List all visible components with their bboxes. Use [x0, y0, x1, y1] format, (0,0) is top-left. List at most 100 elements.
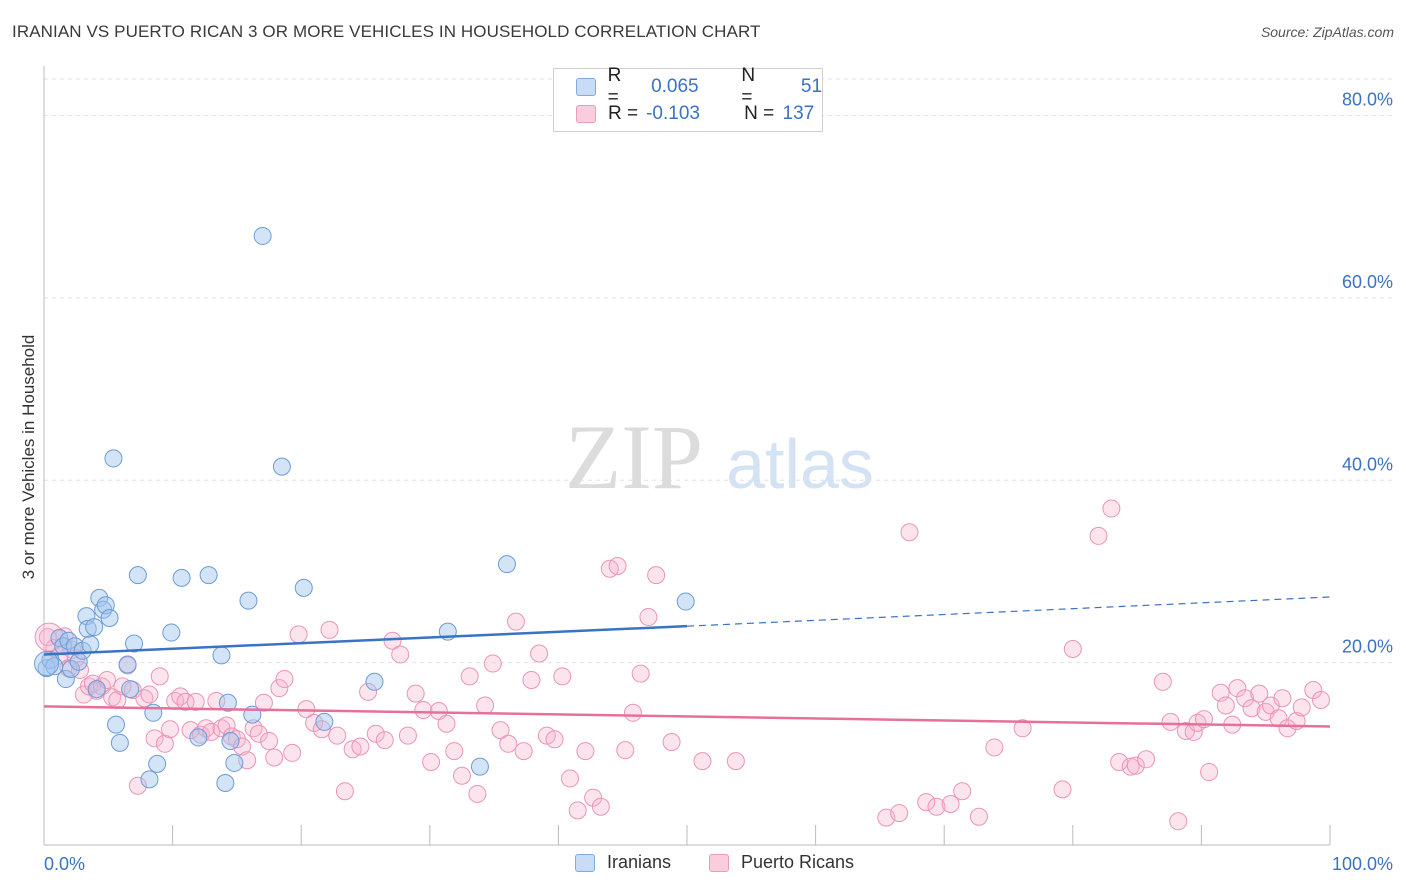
puerto-rican-point [289, 625, 308, 644]
puerto-rican-point [150, 667, 169, 686]
chart-title: IRANIAN VS PUERTO RICAN 3 OR MORE VEHICL… [12, 22, 761, 41]
iranian-point [218, 693, 237, 712]
iranian-point [81, 635, 100, 654]
puerto-rican-point [560, 769, 579, 788]
legend-n-label: N = [741, 65, 756, 108]
iranian-point [253, 226, 272, 245]
puerto-rican-point [244, 719, 263, 738]
iranians-trend-line [43, 624, 688, 656]
iranian-point [216, 774, 235, 792]
iranian-point [62, 660, 81, 679]
puerto-rican-point [623, 703, 642, 722]
iranian-point [78, 619, 97, 638]
axes [43, 66, 1331, 846]
iranian-point [221, 732, 240, 751]
puerto-rican-point [616, 741, 635, 760]
puerto-rican-point [608, 557, 627, 575]
iranian-point [107, 715, 126, 734]
x-tick-labels: 0.0% 100.0% [44, 854, 1393, 874]
puerto-rican-point [351, 737, 370, 756]
puerto-rican-point [1153, 672, 1172, 691]
puerto-rican-point [693, 752, 712, 771]
puerto-rican-point [1242, 699, 1261, 718]
puerto-rican-point [491, 721, 510, 740]
puerto-rican-point [445, 742, 464, 761]
legend-n-label: N = [744, 103, 775, 124]
puerto-rican-point [265, 748, 284, 767]
bottom-legend-label-iranians: Iranians [607, 852, 672, 872]
puerto-rican-point [553, 667, 572, 686]
puerto-rican-point [1013, 719, 1032, 738]
puerto-rican-point [468, 784, 487, 803]
puerto-rican-point [900, 523, 919, 542]
iranian-point [470, 757, 489, 776]
puerto-rican-point [969, 807, 988, 826]
puerto-rican-point [181, 721, 200, 740]
iranian-point [239, 591, 258, 610]
iranian-point [56, 670, 75, 689]
puerto-rican-point [186, 692, 205, 711]
puerto-ricans-trend-line [43, 705, 1331, 728]
iranian-point [73, 641, 92, 660]
puerto-rican-point [522, 670, 541, 689]
iranian-point [121, 680, 140, 699]
correlation-legend: R = 0.065 N = 51 R = -0.103 N = 137 [553, 65, 823, 132]
puerto-rican-point [1236, 689, 1255, 708]
puerto-rican-point [366, 724, 385, 743]
puerto-rican-point [1161, 712, 1180, 731]
iranian-point [272, 457, 291, 476]
puerto-rican-point [890, 804, 909, 823]
puerto-rican-point [135, 689, 154, 708]
puerto-rican-point [260, 732, 279, 751]
puerto-rican-point [985, 738, 1004, 757]
legend-r-value-iranians: 0.065 [651, 76, 699, 97]
iranian-point [212, 646, 231, 665]
legend-r-value-puerto-ricans: -0.103 [646, 103, 700, 124]
iranians-trend-extension [686, 596, 1331, 627]
puerto-ricans-points [34, 499, 1330, 831]
puerto-rican-point [460, 667, 479, 686]
puerto-rican-point [726, 752, 745, 771]
iranian-point [199, 566, 218, 585]
legend-r-label: R = [608, 103, 639, 124]
iranians-points [34, 226, 695, 792]
puerto-rican-point [197, 719, 216, 738]
puerto-rican-point [176, 692, 195, 711]
puerto-rican-point [391, 645, 410, 664]
bottom-legend-iranians: Iranians [575, 852, 671, 873]
puerto-rican-point [249, 724, 268, 743]
puerto-rican-point [1053, 780, 1072, 799]
puerto-rican-point [545, 730, 564, 749]
bottom-legend-swatch-iranians [575, 853, 595, 872]
legend-row-iranians: R = 0.065 N = 51 [576, 65, 822, 108]
puerto-rican-point [359, 682, 378, 701]
puerto-rican-point [1250, 684, 1269, 703]
puerto-rican-point [568, 801, 587, 820]
puerto-rican-point [1292, 698, 1311, 717]
y-axis-label: 3 or more Vehicles in Household [19, 335, 38, 580]
puerto-rican-point [483, 654, 502, 673]
y-tick-label: 60.0% [1342, 272, 1393, 292]
puerto-rican-point [1200, 763, 1219, 782]
iranian-point [118, 655, 137, 674]
puerto-rican-point [1216, 696, 1235, 715]
puerto-rican-point [312, 720, 331, 739]
puerto-rican-point [452, 766, 471, 785]
puerto-rican-point [1102, 499, 1121, 518]
iranian-point [104, 449, 123, 468]
iranian-point [676, 592, 695, 611]
puerto-rican-point [103, 688, 122, 707]
puerto-rican-point [1063, 639, 1082, 658]
y-tick-label: 80.0% [1342, 90, 1393, 110]
puerto-rican-point [320, 620, 339, 639]
puerto-rican-point [1311, 691, 1330, 710]
puerto-rican-point [639, 608, 658, 627]
puerto-rican-point [414, 701, 433, 720]
iranian-point [85, 618, 104, 637]
legend-swatch-puerto-ricans [576, 105, 596, 123]
y-tick-label: 20.0% [1342, 637, 1393, 657]
gridlines [44, 78, 1392, 664]
puerto-rican-point [514, 742, 533, 761]
iranian-point [90, 588, 109, 607]
